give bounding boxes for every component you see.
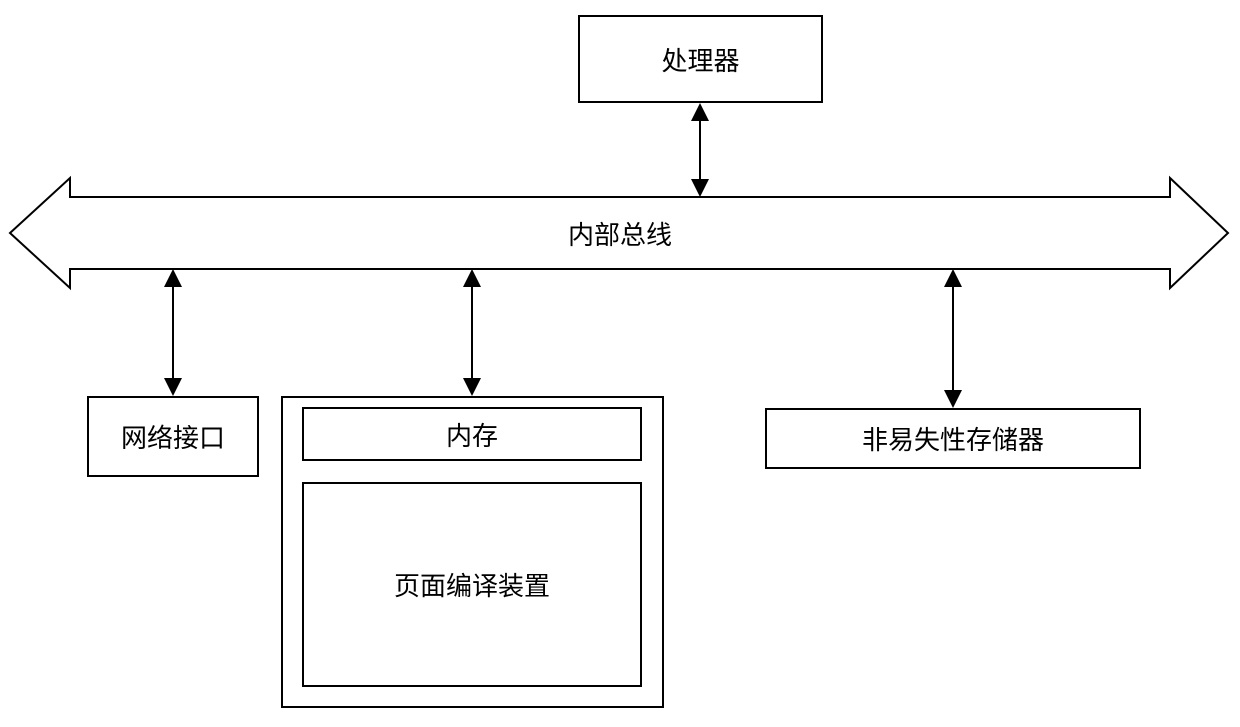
processor-label: 处理器	[661, 41, 739, 78]
network-interface-box: 网络接口	[87, 396, 259, 477]
nonvolatile-memory-box: 非易失性存储器	[765, 408, 1141, 469]
network-interface-label: 网络接口	[121, 418, 225, 455]
page-compiler-box: 页面编译装置	[302, 482, 642, 687]
bus-label: 内部总线	[520, 213, 720, 253]
processor-box: 处理器	[578, 15, 823, 103]
diagram-canvas: 内部总线 处理器 网络接口 内存 页面编译装置 非易失性存储器	[0, 0, 1240, 727]
nonvolatile-memory-label: 非易失性存储器	[862, 420, 1044, 457]
memory-box: 内存	[302, 407, 642, 461]
memory-label: 内存	[446, 416, 498, 453]
page-compiler-label: 页面编译装置	[394, 566, 550, 603]
